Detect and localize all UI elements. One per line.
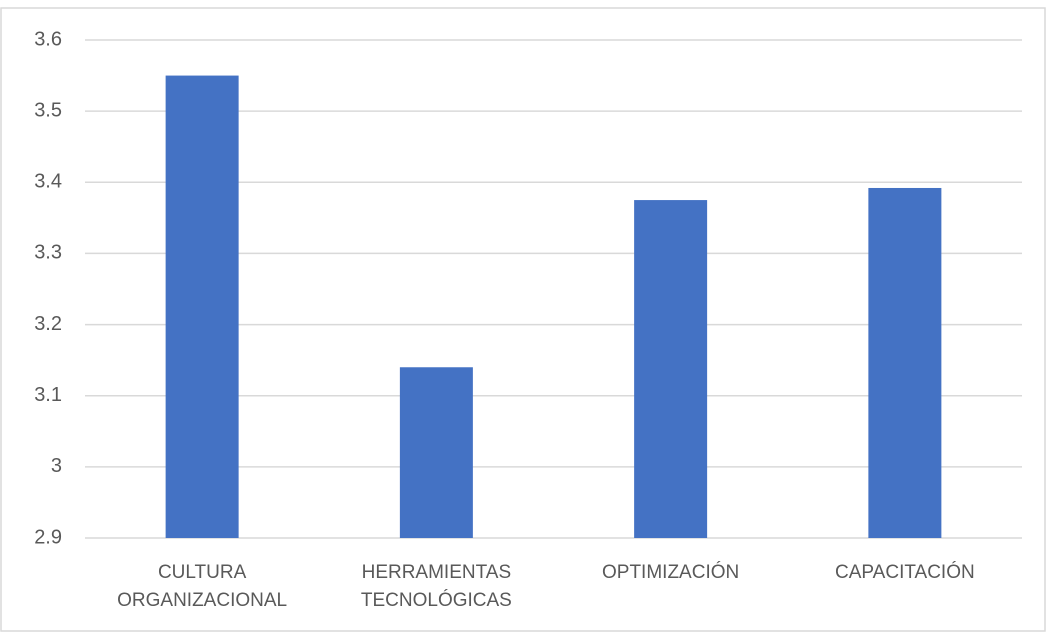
y-tick-label: 3 <box>51 455 62 477</box>
x-tick-label: HERRAMIENTAS TECNOLÓGICAS <box>360 562 512 611</box>
y-tick-label: 3.2 <box>34 313 62 335</box>
x-tick-label: CULTURA ORGANIZACIONAL <box>117 562 288 611</box>
bar <box>165 75 239 539</box>
y-tick-label: 3.3 <box>34 242 62 264</box>
x-tick-label: OPTIMIZACIÓN <box>602 562 740 583</box>
y-tick-label: 3.1 <box>34 384 62 406</box>
x-tick-label: CAPACITACIÓN <box>835 562 975 583</box>
y-tick-label: 3.6 <box>34 28 62 50</box>
bar <box>399 367 473 538</box>
y-tick-label: 2.9 <box>34 526 62 548</box>
y-tick-label: 3.4 <box>34 171 62 193</box>
bar <box>868 187 942 538</box>
bar <box>634 200 708 539</box>
y-tick-label: 3.5 <box>34 99 62 121</box>
